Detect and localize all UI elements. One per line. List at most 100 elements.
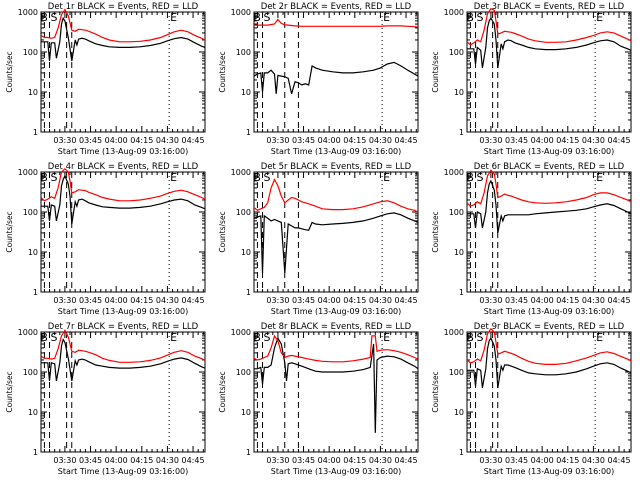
- x-axis-label: Start Time (13-Aug-09 03:16:00): [58, 307, 189, 316]
- panel-title: Det 9r BLACK = Events, RED = LLD: [474, 322, 625, 332]
- plot-frame: [40, 11, 206, 133]
- marker-label: S: [264, 331, 271, 344]
- detector-panel-7: 1 10 100 1000 03:30 03:45 04:00 04:15 04:30 04:45…: [0, 320, 213, 480]
- y-tick-label: 100: [449, 368, 464, 377]
- x-tick-label: 03:30: [53, 296, 76, 305]
- y-tick-label: 1000: [18, 328, 38, 337]
- y-tick-label: 1000: [231, 328, 251, 337]
- marker-label: E: [596, 11, 603, 24]
- y-tick-label: 1000: [18, 168, 38, 177]
- x-tick-label: 04:45: [395, 136, 418, 145]
- y-tick-label: 1000: [231, 168, 251, 177]
- x-tick-label: 04:00: [318, 296, 341, 305]
- x-tick-label: 04:30: [582, 296, 605, 305]
- x-tick-label: 04:45: [608, 296, 631, 305]
- marker-label: E: [170, 11, 177, 24]
- marker-label: B: [40, 11, 48, 24]
- y-tick-label: 1: [33, 128, 38, 137]
- x-tick-label: 04:45: [395, 456, 418, 465]
- x-tick-label: 03:45: [79, 296, 102, 305]
- y-tick-label: 1: [246, 128, 251, 137]
- x-tick-label: 03:30: [266, 296, 289, 305]
- marker-label: E: [170, 171, 177, 184]
- marker-label: B: [466, 11, 474, 24]
- marker-label: S: [264, 11, 271, 24]
- detector-panel-5: 1 10 100 1000 03:30 03:45 04:00 04:15 04:30 04:45…: [213, 160, 426, 320]
- marker-label: B: [253, 171, 261, 184]
- y-tick-label: 100: [23, 208, 38, 217]
- y-tick-label: 1: [33, 448, 38, 457]
- marker-label: S: [477, 331, 484, 344]
- x-tick-label: 03:30: [266, 136, 289, 145]
- detector-panel-3: 1 10 100 1000 03:30 03:45 04:00 04:15 04:30 04:45…: [426, 0, 639, 160]
- x-tick-label: 04:00: [531, 136, 554, 145]
- marker-label: B: [253, 331, 261, 344]
- y-tick-label: 10: [28, 248, 38, 257]
- y-tick-label: 100: [236, 48, 251, 57]
- marker-label: B: [253, 11, 261, 24]
- chart-svg: 1 10 100 1000 03:30 03:45 04:00 04:15 04:30 04:45…: [218, 2, 419, 156]
- x-tick-label: 04:15: [343, 456, 366, 465]
- lld-series-line: [41, 329, 205, 363]
- plot-frame: [466, 11, 632, 133]
- x-tick-label: 04:45: [182, 136, 205, 145]
- x-tick-label: 03:45: [505, 136, 528, 145]
- x-tick-label: 04:45: [182, 296, 205, 305]
- plot-frame: [253, 171, 419, 293]
- x-tick-label: 04:00: [105, 456, 128, 465]
- y-tick-label: 10: [28, 408, 38, 417]
- events-series-line: [254, 212, 418, 273]
- y-tick-label: 100: [449, 48, 464, 57]
- x-tick-label: 04:30: [369, 456, 392, 465]
- y-axis-label: Counts/sec: [5, 371, 14, 412]
- x-tick-label: 04:00: [105, 296, 128, 305]
- y-axis-label: Counts/sec: [431, 211, 440, 252]
- chart-svg: 1 10 100 1000 03:30 03:45 04:00 04:15 04:30 04:45…: [5, 322, 206, 476]
- x-axis-label: Start Time (13-Aug-09 03:16:00): [484, 467, 615, 476]
- x-tick-label: 04:00: [531, 456, 554, 465]
- lld-series-line: [254, 18, 418, 28]
- events-series-line: [467, 179, 631, 234]
- chart-svg: 1 10 100 1000 03:30 03:45 04:00 04:15 04:30 04:45…: [5, 2, 206, 156]
- plot-frame: [466, 171, 632, 293]
- panel-title: Det 4r BLACK = Events, RED = LLD: [48, 162, 199, 172]
- y-tick-label: 1: [459, 448, 464, 457]
- y-tick-label: 1000: [444, 8, 464, 17]
- x-axis-label: Start Time (13-Aug-09 03:16:00): [58, 467, 189, 476]
- y-axis-label: Counts/sec: [218, 371, 227, 412]
- marker-label: S: [51, 171, 58, 184]
- x-tick-label: 03:45: [292, 296, 315, 305]
- x-tick-label: 03:45: [292, 456, 315, 465]
- marker-label: S: [51, 331, 58, 344]
- y-axis-label: Counts/sec: [218, 51, 227, 92]
- events-series-line: [41, 174, 205, 225]
- y-axis-label: Counts/sec: [218, 211, 227, 252]
- panel-title: Det 7r BLACK = Events, RED = LLD: [48, 322, 199, 332]
- marker-label: B: [40, 171, 48, 184]
- x-tick-label: 03:45: [505, 456, 528, 465]
- x-tick-label: 04:15: [556, 456, 579, 465]
- x-tick-label: 04:15: [343, 136, 366, 145]
- lld-series-line: [467, 327, 631, 366]
- x-tick-label: 04:15: [130, 136, 153, 145]
- y-tick-label: 10: [241, 88, 251, 97]
- x-tick-label: 03:45: [79, 456, 102, 465]
- x-axis-label: Start Time (13-Aug-09 03:16:00): [271, 467, 402, 476]
- marker-label: S: [477, 11, 484, 24]
- panel-title: Det 8r BLACK = Events, RED = LLD: [261, 322, 412, 332]
- y-axis-label: Counts/sec: [431, 51, 440, 92]
- x-axis-label: Start Time (13-Aug-09 03:16:00): [271, 147, 402, 156]
- detector-panel-2: 1 10 100 1000 03:30 03:45 04:00 04:15 04:30 04:45…: [213, 0, 426, 160]
- y-tick-label: 10: [454, 248, 464, 257]
- y-tick-label: 1000: [18, 8, 38, 17]
- marker-label: S: [477, 171, 484, 184]
- marker-label: E: [596, 171, 603, 184]
- y-tick-label: 100: [23, 48, 38, 57]
- x-tick-label: 03:30: [479, 456, 502, 465]
- y-axis-label: Counts/sec: [5, 211, 14, 252]
- marker-label: E: [170, 331, 177, 344]
- lld-series-line: [467, 169, 631, 207]
- lld-series-line: [254, 334, 418, 363]
- chart-svg: 1 10 100 1000 03:30 03:45 04:00 04:15 04:30 04:45…: [431, 162, 632, 316]
- events-series-line: [254, 336, 418, 433]
